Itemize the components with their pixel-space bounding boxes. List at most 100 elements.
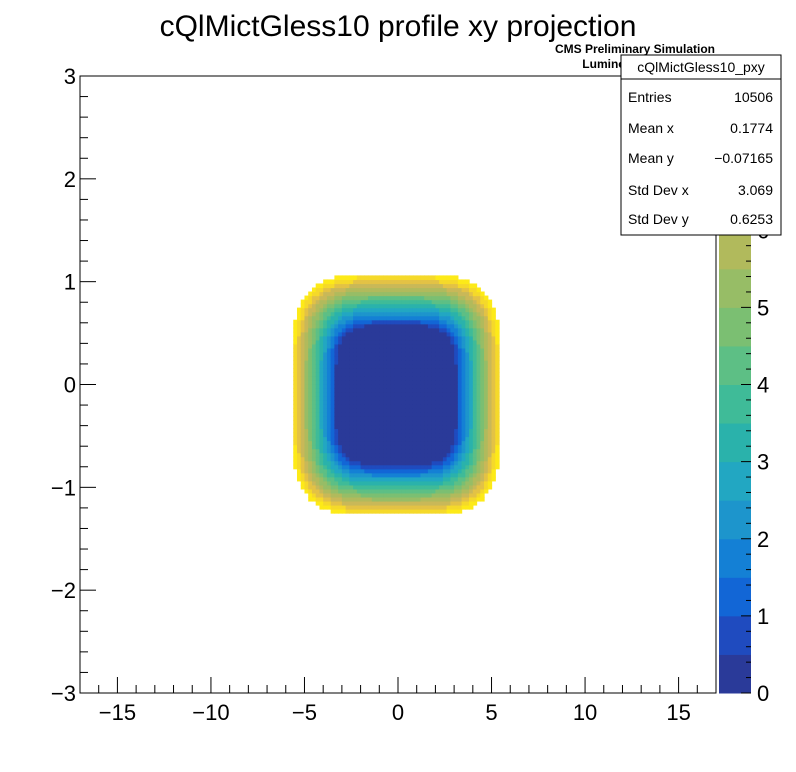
heatmap-cell bbox=[472, 436, 478, 442]
heatmap-cell bbox=[409, 424, 414, 430]
heatmap-cell bbox=[398, 307, 403, 313]
heatmap-cell bbox=[308, 343, 313, 349]
heatmap-cell bbox=[379, 424, 384, 430]
heatmap-cell bbox=[476, 327, 481, 333]
heatmap-cell bbox=[401, 420, 407, 426]
heatmap-cell bbox=[442, 504, 448, 510]
heatmap-cell bbox=[442, 388, 448, 393]
heatmap-cell bbox=[334, 484, 339, 490]
heatmap-cell bbox=[368, 279, 373, 285]
heatmap-cell bbox=[442, 368, 448, 373]
heatmap-cell bbox=[401, 488, 407, 494]
heatmap-cell bbox=[326, 420, 332, 426]
heatmap-cell bbox=[405, 368, 410, 373]
heatmap-cell bbox=[375, 327, 380, 333]
heatmap-cell bbox=[341, 504, 347, 510]
heatmap-cell bbox=[390, 452, 395, 458]
heatmap-cell bbox=[341, 291, 347, 297]
heatmap-cell bbox=[315, 380, 321, 385]
heatmap-cell bbox=[450, 307, 455, 313]
heatmap-cell bbox=[383, 319, 388, 325]
heatmap-cell bbox=[465, 327, 470, 333]
heatmap-cell bbox=[398, 424, 403, 430]
heatmap-cell bbox=[446, 484, 451, 490]
heatmap-cell bbox=[472, 380, 478, 385]
heatmap-cell bbox=[450, 408, 455, 413]
heatmap-cell bbox=[480, 432, 485, 438]
heatmap-cell bbox=[465, 380, 470, 385]
heatmap-cell bbox=[446, 384, 451, 389]
heatmap-cell bbox=[442, 460, 448, 466]
heatmap-cell bbox=[300, 396, 306, 401]
heatmap-cell bbox=[442, 396, 448, 401]
heatmap-cell bbox=[390, 283, 395, 289]
heatmap-cell bbox=[379, 444, 384, 450]
heatmap-cell bbox=[398, 420, 403, 426]
heatmap-cell bbox=[390, 315, 395, 321]
heatmap-cell bbox=[431, 303, 437, 309]
heatmap-cell bbox=[435, 311, 440, 317]
heatmap-cell bbox=[364, 400, 369, 405]
heatmap-cell bbox=[457, 355, 463, 361]
heatmap-cell bbox=[401, 319, 407, 325]
heatmap-cell bbox=[375, 323, 380, 329]
heatmap-cell bbox=[341, 432, 347, 438]
heatmap-cell bbox=[356, 444, 362, 450]
heatmap-cell bbox=[416, 368, 422, 373]
heatmap-cell bbox=[338, 504, 343, 510]
heatmap-cell bbox=[454, 351, 459, 357]
heatmap-cell bbox=[360, 315, 365, 321]
heatmap-cell bbox=[427, 448, 433, 454]
heatmap-cell bbox=[323, 484, 328, 490]
heatmap-cell bbox=[472, 287, 478, 293]
heatmap-cell bbox=[296, 392, 302, 397]
heatmap-cell bbox=[435, 319, 440, 325]
heatmap-cell bbox=[469, 424, 474, 430]
heatmap-cell bbox=[311, 380, 317, 385]
heatmap-cell bbox=[405, 416, 410, 422]
heatmap-cell bbox=[394, 460, 399, 466]
heatmap-cell bbox=[398, 432, 403, 438]
heatmap-cell bbox=[424, 347, 429, 353]
heatmap-cell bbox=[390, 440, 395, 446]
heatmap-cell bbox=[424, 376, 429, 381]
heatmap-cell bbox=[450, 327, 455, 333]
heatmap-cell bbox=[360, 444, 365, 450]
heatmap-cell bbox=[469, 376, 474, 381]
heatmap-cell bbox=[427, 291, 433, 297]
heatmap-cell bbox=[364, 456, 369, 462]
heatmap-cell bbox=[293, 460, 298, 466]
heatmap-cell bbox=[446, 287, 451, 293]
heatmap-cell bbox=[401, 335, 407, 341]
heatmap-cell bbox=[349, 472, 354, 478]
heatmap-cell bbox=[401, 396, 407, 401]
heatmap-cell bbox=[308, 400, 313, 405]
heatmap-cell bbox=[323, 440, 328, 446]
heatmap-cell bbox=[319, 392, 324, 397]
heatmap-cell bbox=[326, 496, 332, 502]
heatmap-cell bbox=[323, 496, 328, 502]
heatmap-cell bbox=[383, 368, 388, 373]
heatmap-cell bbox=[338, 480, 343, 486]
heatmap-cell bbox=[405, 323, 410, 329]
heatmap-cell bbox=[360, 420, 365, 426]
heatmap-cell bbox=[304, 408, 309, 413]
heatmap-cell bbox=[495, 347, 500, 353]
heatmap-cell bbox=[446, 275, 451, 281]
heatmap-cell bbox=[338, 299, 343, 305]
heatmap-cell bbox=[401, 456, 407, 462]
heatmap-cell bbox=[375, 492, 380, 498]
heatmap-cell bbox=[375, 428, 380, 434]
heatmap-cell bbox=[296, 327, 302, 333]
heatmap-cell bbox=[330, 388, 335, 393]
heatmap-cell bbox=[360, 424, 365, 430]
heatmap-cell bbox=[398, 279, 403, 285]
heatmap-cell bbox=[383, 492, 388, 498]
heatmap-cell bbox=[353, 359, 358, 365]
heatmap-cell bbox=[394, 335, 399, 341]
heatmap-cell bbox=[484, 319, 489, 325]
heatmap-cell bbox=[495, 376, 500, 381]
heatmap-cell bbox=[465, 372, 470, 377]
heatmap-cell bbox=[457, 436, 463, 442]
heatmap-cell bbox=[341, 299, 347, 305]
